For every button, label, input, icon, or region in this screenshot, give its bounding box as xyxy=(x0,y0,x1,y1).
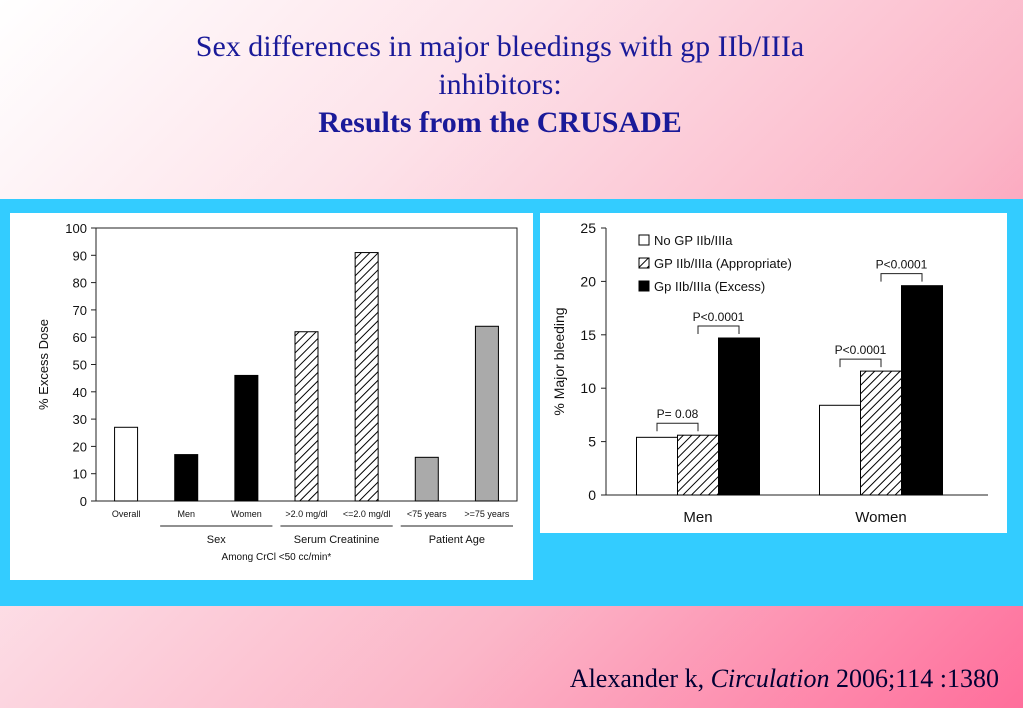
y-axis-label: % Excess Dose xyxy=(36,319,51,410)
significance-bracket-0 xyxy=(656,422,699,432)
y-tick-label: 90 xyxy=(73,248,87,263)
significance-bracket-3 xyxy=(880,273,923,282)
legend-swatch-0 xyxy=(638,234,650,246)
bar-5 xyxy=(414,456,439,502)
y-tick-label: 70 xyxy=(73,303,87,318)
citation-author: Alexander k, xyxy=(569,664,705,693)
y-tick-label: 15 xyxy=(580,327,596,343)
x-tick-label: Women xyxy=(231,509,262,519)
x-tick-label: Overall xyxy=(112,509,141,519)
x-tick-label: >2.0 mg/dl xyxy=(285,509,327,519)
x-tick-label: Men xyxy=(177,509,195,519)
citation: Alexander k, Circulation 2006;114 :1380 xyxy=(570,664,999,694)
legend-label: No GP IIb/IIIa xyxy=(654,233,733,248)
title-line-2: inhibitors: xyxy=(438,68,562,101)
bar-men-1 xyxy=(677,434,719,496)
y-tick-label: 20 xyxy=(580,273,596,289)
title-line-1: Sex differences in major bleedings with … xyxy=(195,30,805,63)
x-tick-label: <75 years xyxy=(407,509,447,519)
p-value-label: P= 0.08 xyxy=(657,407,699,421)
significance-bracket-2 xyxy=(839,358,882,368)
citation-journal: Circulation xyxy=(710,664,830,693)
bar-women-0 xyxy=(819,404,861,496)
bar-men-0 xyxy=(636,436,678,496)
major-bleeding-chart-panel: 0 5 10 15 20 25 % Major bleeding Men Women P= 0.0… xyxy=(540,213,1007,533)
bar-0 xyxy=(114,426,139,502)
y-tick-label: 40 xyxy=(73,385,87,400)
y-tick-label: 60 xyxy=(73,330,87,345)
group-label: Patient Age xyxy=(429,534,485,546)
legend-label: Gp IIb/IIIa (Excess) xyxy=(654,279,765,294)
y-tick-label: 50 xyxy=(73,358,87,373)
y-tick-label: 0 xyxy=(588,487,596,503)
bar-2 xyxy=(234,374,259,502)
significance-bracket-1 xyxy=(697,325,740,335)
x-tick-label: Men xyxy=(683,509,712,526)
excess-dose-chart: 0 10 20 30 40 50 60 70 80 90 100 % Excess Dose Overa… xyxy=(36,221,518,563)
chart-footnote: Among CrCl <50 cc/min* xyxy=(222,552,332,563)
group-label: Serum Creatinine xyxy=(294,534,380,546)
y-tick-label: 10 xyxy=(73,467,87,482)
y-tick-label: 80 xyxy=(73,276,87,291)
y-tick-label: 5 xyxy=(588,434,596,450)
y-tick-label: 25 xyxy=(580,220,596,236)
bar-4 xyxy=(354,252,379,502)
y-axis-label: % Major bleeding xyxy=(551,307,567,415)
bar-3 xyxy=(294,331,319,502)
y-tick-label: 10 xyxy=(580,380,596,396)
p-value-label: P<0.0001 xyxy=(876,258,928,272)
excess-dose-chart-panel: 0 10 20 30 40 50 60 70 80 90 100 % Excess Dose Overa… xyxy=(10,213,533,580)
bar-men-2 xyxy=(718,337,760,496)
group-label: Sex xyxy=(207,534,226,546)
legend-swatch-1 xyxy=(638,257,650,269)
y-tick-label: 20 xyxy=(73,439,87,454)
y-tick-label: 0 xyxy=(80,494,87,509)
x-tick-label: Women xyxy=(855,509,906,526)
legend-swatch-2 xyxy=(638,280,650,292)
bar-women-2 xyxy=(901,285,943,496)
slide-title: Sex differences in major bleedings with … xyxy=(0,28,1000,142)
bar-6 xyxy=(474,325,499,502)
p-value-label: P<0.0001 xyxy=(693,310,745,324)
y-tick-label: 30 xyxy=(73,412,87,427)
p-value-label: P<0.0001 xyxy=(835,343,887,357)
y-tick-label: 100 xyxy=(65,221,87,236)
major-bleeding-chart: 0 5 10 15 20 25 % Major bleeding Men Women P= 0.0… xyxy=(551,220,988,526)
citation-ref: 2006;114 :1380 xyxy=(836,664,999,693)
legend-label: GP IIb/IIIa (Appropriate) xyxy=(654,256,792,271)
bar-women-1 xyxy=(860,370,902,496)
x-tick-label: <=2.0 mg/dl xyxy=(343,509,391,519)
x-tick-label: >=75 years xyxy=(464,509,510,519)
bar-1 xyxy=(174,454,199,502)
title-line-3: Results from the CRUSADE xyxy=(318,106,682,139)
